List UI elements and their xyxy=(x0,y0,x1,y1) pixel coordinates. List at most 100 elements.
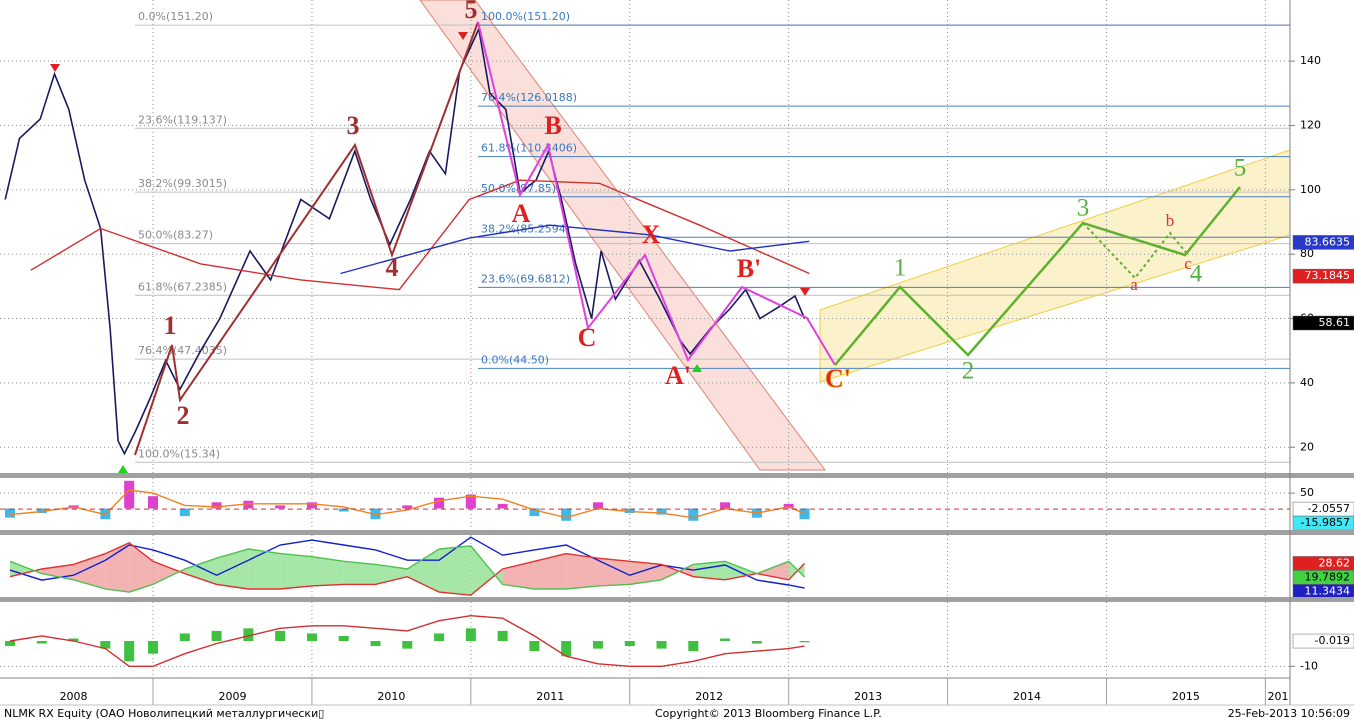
line xyxy=(9,489,805,519)
fill-band xyxy=(534,553,567,589)
bar xyxy=(306,633,317,642)
wave-label: c xyxy=(1184,254,1192,273)
wave-label: B' xyxy=(737,254,762,283)
x-tick-label: 2010 xyxy=(377,690,405,703)
bar xyxy=(688,641,699,652)
bar xyxy=(529,641,540,652)
fill-band xyxy=(375,564,408,585)
x-tick-label: 2015 xyxy=(1172,690,1200,703)
fill-band xyxy=(73,553,106,589)
bar xyxy=(5,508,16,518)
wave-label: A' xyxy=(665,361,691,390)
value-badge xyxy=(1292,268,1354,284)
bar xyxy=(370,508,381,520)
wave-label: 3 xyxy=(1077,195,1090,222)
bar xyxy=(36,508,47,514)
wave-label: 4 xyxy=(1190,261,1203,288)
bar xyxy=(5,641,16,647)
bar xyxy=(124,480,135,509)
x-tick-label: 2011 xyxy=(536,690,564,703)
fib-label: 76.4%(47.4035) xyxy=(138,344,227,357)
bar xyxy=(179,508,190,517)
value-badge-label: 28.62 xyxy=(1319,556,1351,569)
bar xyxy=(799,508,810,520)
bar xyxy=(148,496,159,509)
fib-label: 38.2%(99.3015) xyxy=(138,177,227,190)
value-badge-label: 19.7892 xyxy=(1305,570,1351,583)
bar xyxy=(124,641,135,662)
bar xyxy=(148,641,159,654)
bar xyxy=(306,502,317,509)
wave-label: 2 xyxy=(177,401,190,430)
bar xyxy=(624,641,635,647)
buy-marker xyxy=(118,465,128,473)
fill-band xyxy=(597,558,630,586)
fill-band xyxy=(502,561,535,589)
buy-marker xyxy=(692,364,702,372)
panel-separator xyxy=(0,597,1354,602)
value-badge xyxy=(1292,633,1354,649)
wave-label: 1 xyxy=(894,255,907,282)
sub-projection-line xyxy=(1082,222,1189,280)
bar xyxy=(561,641,572,657)
bar xyxy=(497,630,508,642)
bar xyxy=(68,638,79,642)
fib-label: 61.8%(67.2385) xyxy=(138,280,227,293)
bar xyxy=(434,497,445,509)
bar xyxy=(402,505,413,509)
bar xyxy=(338,635,349,642)
wave-label: A xyxy=(512,199,531,228)
fib-label: 23.6%(69.6812) xyxy=(481,272,570,285)
value-badge-label: 11.3434 xyxy=(1305,584,1351,597)
fib-label: 0.0%(151.20) xyxy=(138,10,213,23)
x-tick-label: 201 xyxy=(1268,690,1289,703)
bar xyxy=(275,505,286,509)
value-badge-label: 83.6635 xyxy=(1305,235,1351,248)
bar xyxy=(402,641,413,649)
sell-marker xyxy=(800,288,810,296)
bar xyxy=(211,502,222,509)
value-badge-label: -0.019 xyxy=(1315,634,1350,647)
correction-line xyxy=(477,21,836,366)
bar xyxy=(656,508,667,515)
y-tick-label: -10 xyxy=(1300,659,1318,672)
x-tick-label: 2008 xyxy=(60,690,88,703)
fill-band xyxy=(439,545,471,596)
y-tick-label: 100 xyxy=(1300,183,1321,196)
fib-label: 76.4%(126.0188) xyxy=(481,91,577,104)
bar xyxy=(720,638,731,642)
wave-label: b xyxy=(1166,211,1175,230)
bar xyxy=(100,641,111,649)
wave-label: 3 xyxy=(347,111,360,140)
bar xyxy=(179,633,190,642)
line xyxy=(9,545,805,593)
wave-label: 5 xyxy=(1234,155,1247,182)
wave-label: C' xyxy=(825,364,851,393)
down-channel xyxy=(419,0,826,471)
value-badge-label: 58.61 xyxy=(1319,316,1351,329)
wave-label: 2 xyxy=(962,358,975,385)
bar xyxy=(561,508,572,521)
bar xyxy=(751,641,762,644)
bar xyxy=(624,508,635,514)
fill-band xyxy=(280,553,312,589)
fill-band xyxy=(184,558,217,585)
value-badge xyxy=(1292,235,1354,250)
line xyxy=(9,541,806,596)
wave-label: 4 xyxy=(386,253,399,282)
bar xyxy=(434,633,445,642)
panel-separator xyxy=(0,530,1354,535)
bar xyxy=(592,502,603,509)
fill-band xyxy=(470,545,503,596)
sell-marker xyxy=(458,32,468,40)
impulse-line xyxy=(134,21,479,456)
footer-timestamp: 25-Feb-2013 10:56:09 xyxy=(1228,707,1350,720)
plot: 204060801001201400.0%(151.20)23.6%(119.1… xyxy=(0,0,1354,705)
wave-label: 1 xyxy=(164,311,177,340)
bar xyxy=(465,628,476,642)
y-tick-label: 80 xyxy=(1300,247,1314,260)
bar xyxy=(529,508,540,517)
bar xyxy=(592,641,603,649)
